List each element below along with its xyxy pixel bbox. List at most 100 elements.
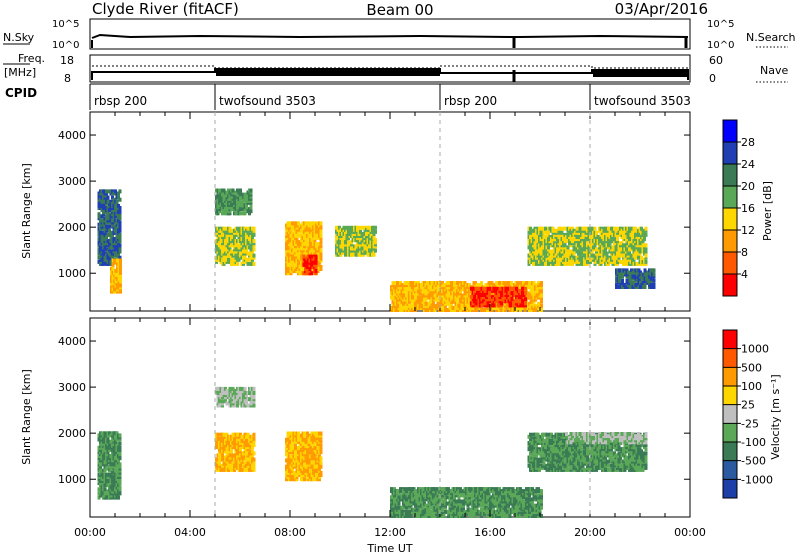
power-cell (215, 209, 218, 214)
power-cell (319, 244, 323, 249)
power-cell (228, 200, 232, 205)
power-cell (245, 207, 248, 212)
power-cell (245, 243, 248, 248)
power-cell (427, 293, 431, 298)
velocity-cell (108, 481, 111, 486)
power-cell (304, 238, 308, 242)
power-cell (644, 259, 648, 264)
power-cell (248, 228, 251, 233)
power-cell (297, 229, 300, 234)
power-cell (468, 303, 471, 308)
power-cell (221, 203, 224, 207)
velocity-cell (118, 456, 122, 461)
power-cell (574, 257, 577, 262)
power-cell (308, 254, 312, 259)
velocity-cell (105, 466, 108, 471)
power-cell (218, 255, 221, 260)
velocity-cell (313, 446, 317, 451)
power-cell (308, 267, 312, 271)
power-cell (354, 246, 358, 251)
power-cell (219, 228, 223, 233)
power-cell (372, 236, 376, 241)
power-cell (463, 293, 467, 298)
velocity-cell (99, 487, 102, 492)
power-cell (583, 249, 586, 254)
velocity-cell (252, 386, 256, 391)
power-cell (116, 287, 119, 292)
power-cell (313, 235, 317, 240)
power-cell (462, 299, 465, 304)
velocity-cell (310, 466, 314, 471)
velocity-cell (249, 403, 253, 408)
power-cell (114, 210, 117, 215)
power-cell (537, 295, 540, 300)
nsky-tick-bottom: 10^0 (52, 40, 79, 51)
power-cell (100, 226, 104, 231)
velocity-cell (237, 443, 241, 448)
power-cell (420, 301, 423, 306)
power-cell (314, 262, 318, 267)
power-cell (491, 288, 494, 293)
power-cell (435, 285, 438, 290)
power-cell (309, 227, 312, 232)
power-cell (100, 222, 104, 227)
velocity-cell (100, 431, 104, 436)
power-cell (599, 259, 603, 264)
power-cell (509, 301, 512, 306)
power-cell (620, 249, 624, 254)
velocity-cell (228, 461, 232, 466)
velocity-cell (118, 462, 122, 467)
power-cell (566, 257, 570, 262)
power-cell (103, 237, 107, 242)
power-cell (315, 242, 318, 247)
power-cell (652, 282, 656, 287)
power-cell (519, 308, 522, 312)
velocity-cell (252, 436, 256, 441)
power-cell (522, 295, 526, 300)
power-cell (590, 232, 594, 237)
cpid-label: CPID (5, 86, 37, 100)
velocity-cell (251, 455, 254, 460)
power-cell (406, 291, 410, 296)
power-cell (453, 285, 456, 290)
power-cell (540, 287, 543, 292)
power-cell (97, 212, 101, 217)
velocity-cell (246, 447, 250, 452)
power-cell (637, 255, 640, 260)
power-cell (577, 255, 580, 260)
power-cell (494, 288, 497, 293)
velocity-cell (289, 431, 293, 436)
velocity-cell (225, 391, 229, 395)
power-cell (631, 243, 634, 248)
power-cell (285, 258, 288, 263)
power-cell (554, 235, 558, 239)
power-cell (221, 255, 224, 260)
power-cell (553, 257, 556, 262)
power-cell (617, 232, 621, 237)
velocity-cell (316, 444, 320, 448)
velocity-cell (295, 477, 299, 482)
power-cell (363, 248, 367, 253)
power-cell (111, 210, 114, 215)
velocity-cell (249, 441, 253, 445)
power-cell (234, 255, 238, 260)
power-cell (450, 285, 453, 290)
velocity-cell (301, 475, 305, 480)
power-cell (602, 255, 606, 260)
velocity-cell (111, 485, 114, 490)
velocity-cell (252, 432, 256, 437)
power-cell (245, 249, 248, 254)
power-cell (372, 246, 376, 251)
power-cell (628, 241, 631, 246)
power-cell (218, 209, 221, 214)
power-cell (463, 291, 467, 296)
velocity-cell (233, 438, 236, 443)
power-cell (441, 293, 444, 298)
velocity-cell (243, 432, 247, 437)
velocity-cell (243, 455, 247, 460)
power-cell (602, 232, 606, 237)
power-cell (645, 276, 648, 281)
velocity-cell (303, 446, 306, 451)
power-cell (237, 257, 241, 262)
velocity-cell (318, 458, 321, 463)
